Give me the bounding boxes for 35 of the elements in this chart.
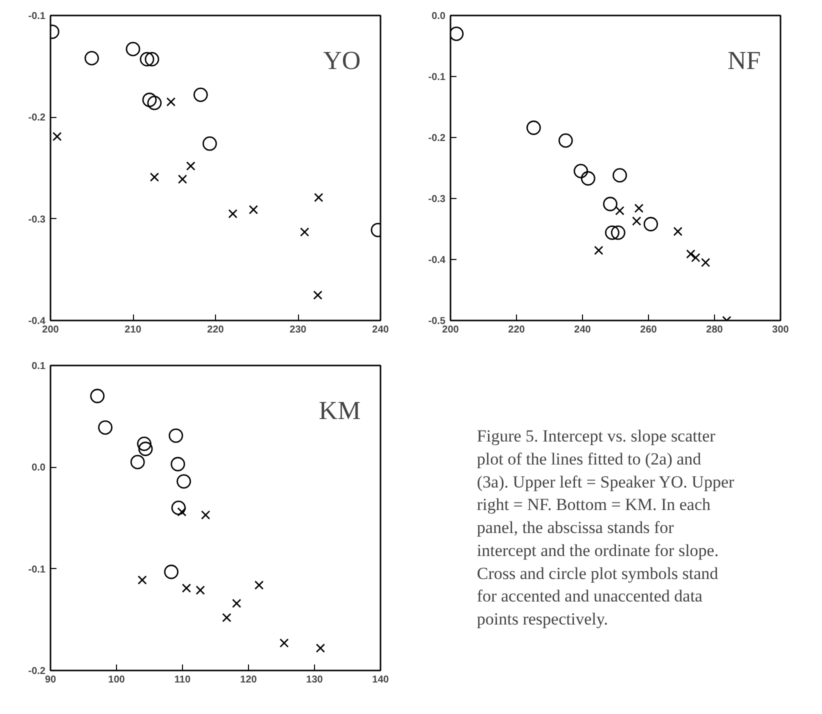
x-tick-label: 300 <box>772 324 790 336</box>
y-tick-label: -0.5 <box>428 316 446 327</box>
y-tick-label: 0.0 <box>32 462 46 474</box>
y-tick-label: -0.4 <box>28 316 46 327</box>
y-tick-label: -0.1 <box>428 72 446 83</box>
x-tick-label: 200 <box>442 324 460 336</box>
x-tick-label: 260 <box>640 324 658 336</box>
text: NF <box>727 46 761 75</box>
x-tick-label: 230 <box>290 324 307 336</box>
y-tick-label: -0.3 <box>28 214 46 226</box>
text: KM <box>318 396 361 425</box>
x-tick-label: 110 <box>174 674 192 686</box>
y-tick-label: -0.2 <box>28 112 46 124</box>
x-tick-label: 100 <box>108 674 126 686</box>
text: Figure 5. Intercept vs. slope scatter plot of the lines fitted to (2a) and (3a). Upper left = Speaker YO. Upper right = NF. Bottom = KM. In each panel, the abscissa stands for intercept and the ordinate for slope. Cross and circle plot symbols stand for accented and unaccented data points respectively. <box>476 426 734 628</box>
x-tick-label: 130 <box>306 674 324 686</box>
x-tick-label: 220 <box>508 324 526 336</box>
y-tick-label: -0.4 <box>428 255 446 266</box>
x-tick-label: 200 <box>42 324 60 336</box>
x-tick-label: 120 <box>240 674 258 686</box>
x-tick-label: 140 <box>372 674 390 686</box>
x-tick-label: 280 <box>706 324 724 336</box>
x-tick-label: 240 <box>574 324 592 336</box>
y-tick-label: -0.3 <box>428 194 446 205</box>
y-tick-label: -0.1 <box>28 564 46 576</box>
x-tick-label: 90 <box>44 674 56 686</box>
y-tick-label: 0.0 <box>432 11 446 22</box>
x-tick-label: 220 <box>207 324 224 336</box>
y-tick-label: -0.2 <box>28 666 46 677</box>
y-tick-label: 0.1 <box>32 361 46 372</box>
text: YO <box>323 46 361 75</box>
y-tick-label: -0.2 <box>428 133 446 144</box>
x-tick-label: 210 <box>124 324 142 336</box>
x-tick-label: 240 <box>372 324 390 336</box>
y-tick-label: -0.1 <box>28 11 46 22</box>
